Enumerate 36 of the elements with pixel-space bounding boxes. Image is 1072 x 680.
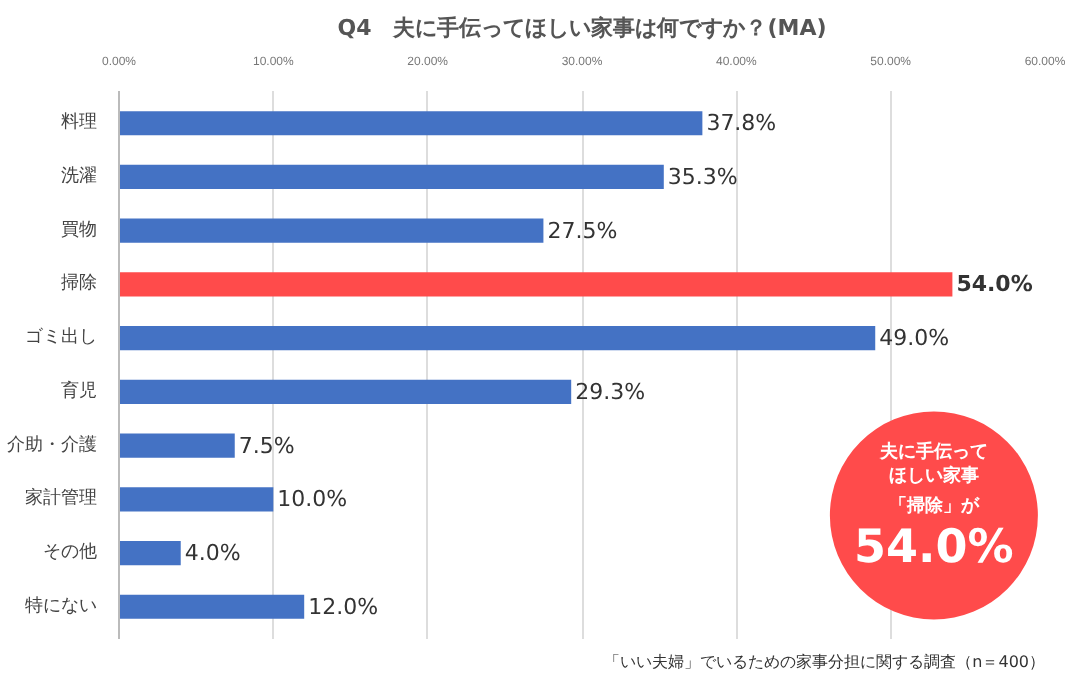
data-label: 12.0% bbox=[308, 593, 379, 620]
y-tick-label: ゴミ出し bbox=[25, 326, 97, 349]
y-tick-label: 介助・介護 bbox=[7, 433, 97, 456]
y-tick-label: 掃除 bbox=[61, 272, 97, 295]
y-tick-label: 買物 bbox=[61, 218, 97, 241]
data-label: 35.3% bbox=[667, 163, 738, 190]
data-label: 10.0% bbox=[277, 486, 348, 513]
annotation: 「掃除」が bbox=[888, 494, 981, 517]
y-tick-label: 特にない bbox=[25, 594, 97, 617]
text: 「いい夫婦」でいるための家事分担に関する調査（n＝400） bbox=[604, 653, 1046, 671]
data-label: 49.0% bbox=[879, 325, 950, 352]
annotation: 夫に手伝って bbox=[877, 440, 988, 463]
chart-title: Q4 夫に手伝ってほしい家事は何ですか？(MA) bbox=[337, 15, 827, 41]
bar bbox=[119, 218, 544, 243]
data-label: 54.0% bbox=[956, 271, 1033, 298]
y-tick-label: 家計管理 bbox=[25, 487, 97, 510]
data-label: 29.3% bbox=[575, 378, 646, 405]
data-label: 4.0% bbox=[184, 540, 241, 567]
y-tick-label: 育児 bbox=[61, 379, 97, 402]
bar bbox=[119, 164, 664, 190]
bar bbox=[119, 379, 572, 404]
y-tick-label: 料理 bbox=[61, 111, 97, 134]
bar bbox=[119, 540, 181, 566]
bar bbox=[119, 272, 953, 297]
bar bbox=[119, 433, 235, 458]
annotation: ほしい家事 bbox=[888, 465, 979, 488]
bar bbox=[119, 487, 274, 512]
bar bbox=[119, 326, 876, 351]
y-tick-label: その他 bbox=[43, 541, 97, 564]
bar bbox=[119, 111, 703, 136]
annotation: 54.0% bbox=[854, 521, 1014, 574]
data-label: 27.5% bbox=[547, 217, 618, 244]
bar bbox=[119, 594, 305, 619]
data-label: 7.5% bbox=[238, 432, 295, 459]
data-label: 37.8% bbox=[706, 110, 777, 137]
y-tick-label: 洗濯 bbox=[61, 164, 97, 187]
